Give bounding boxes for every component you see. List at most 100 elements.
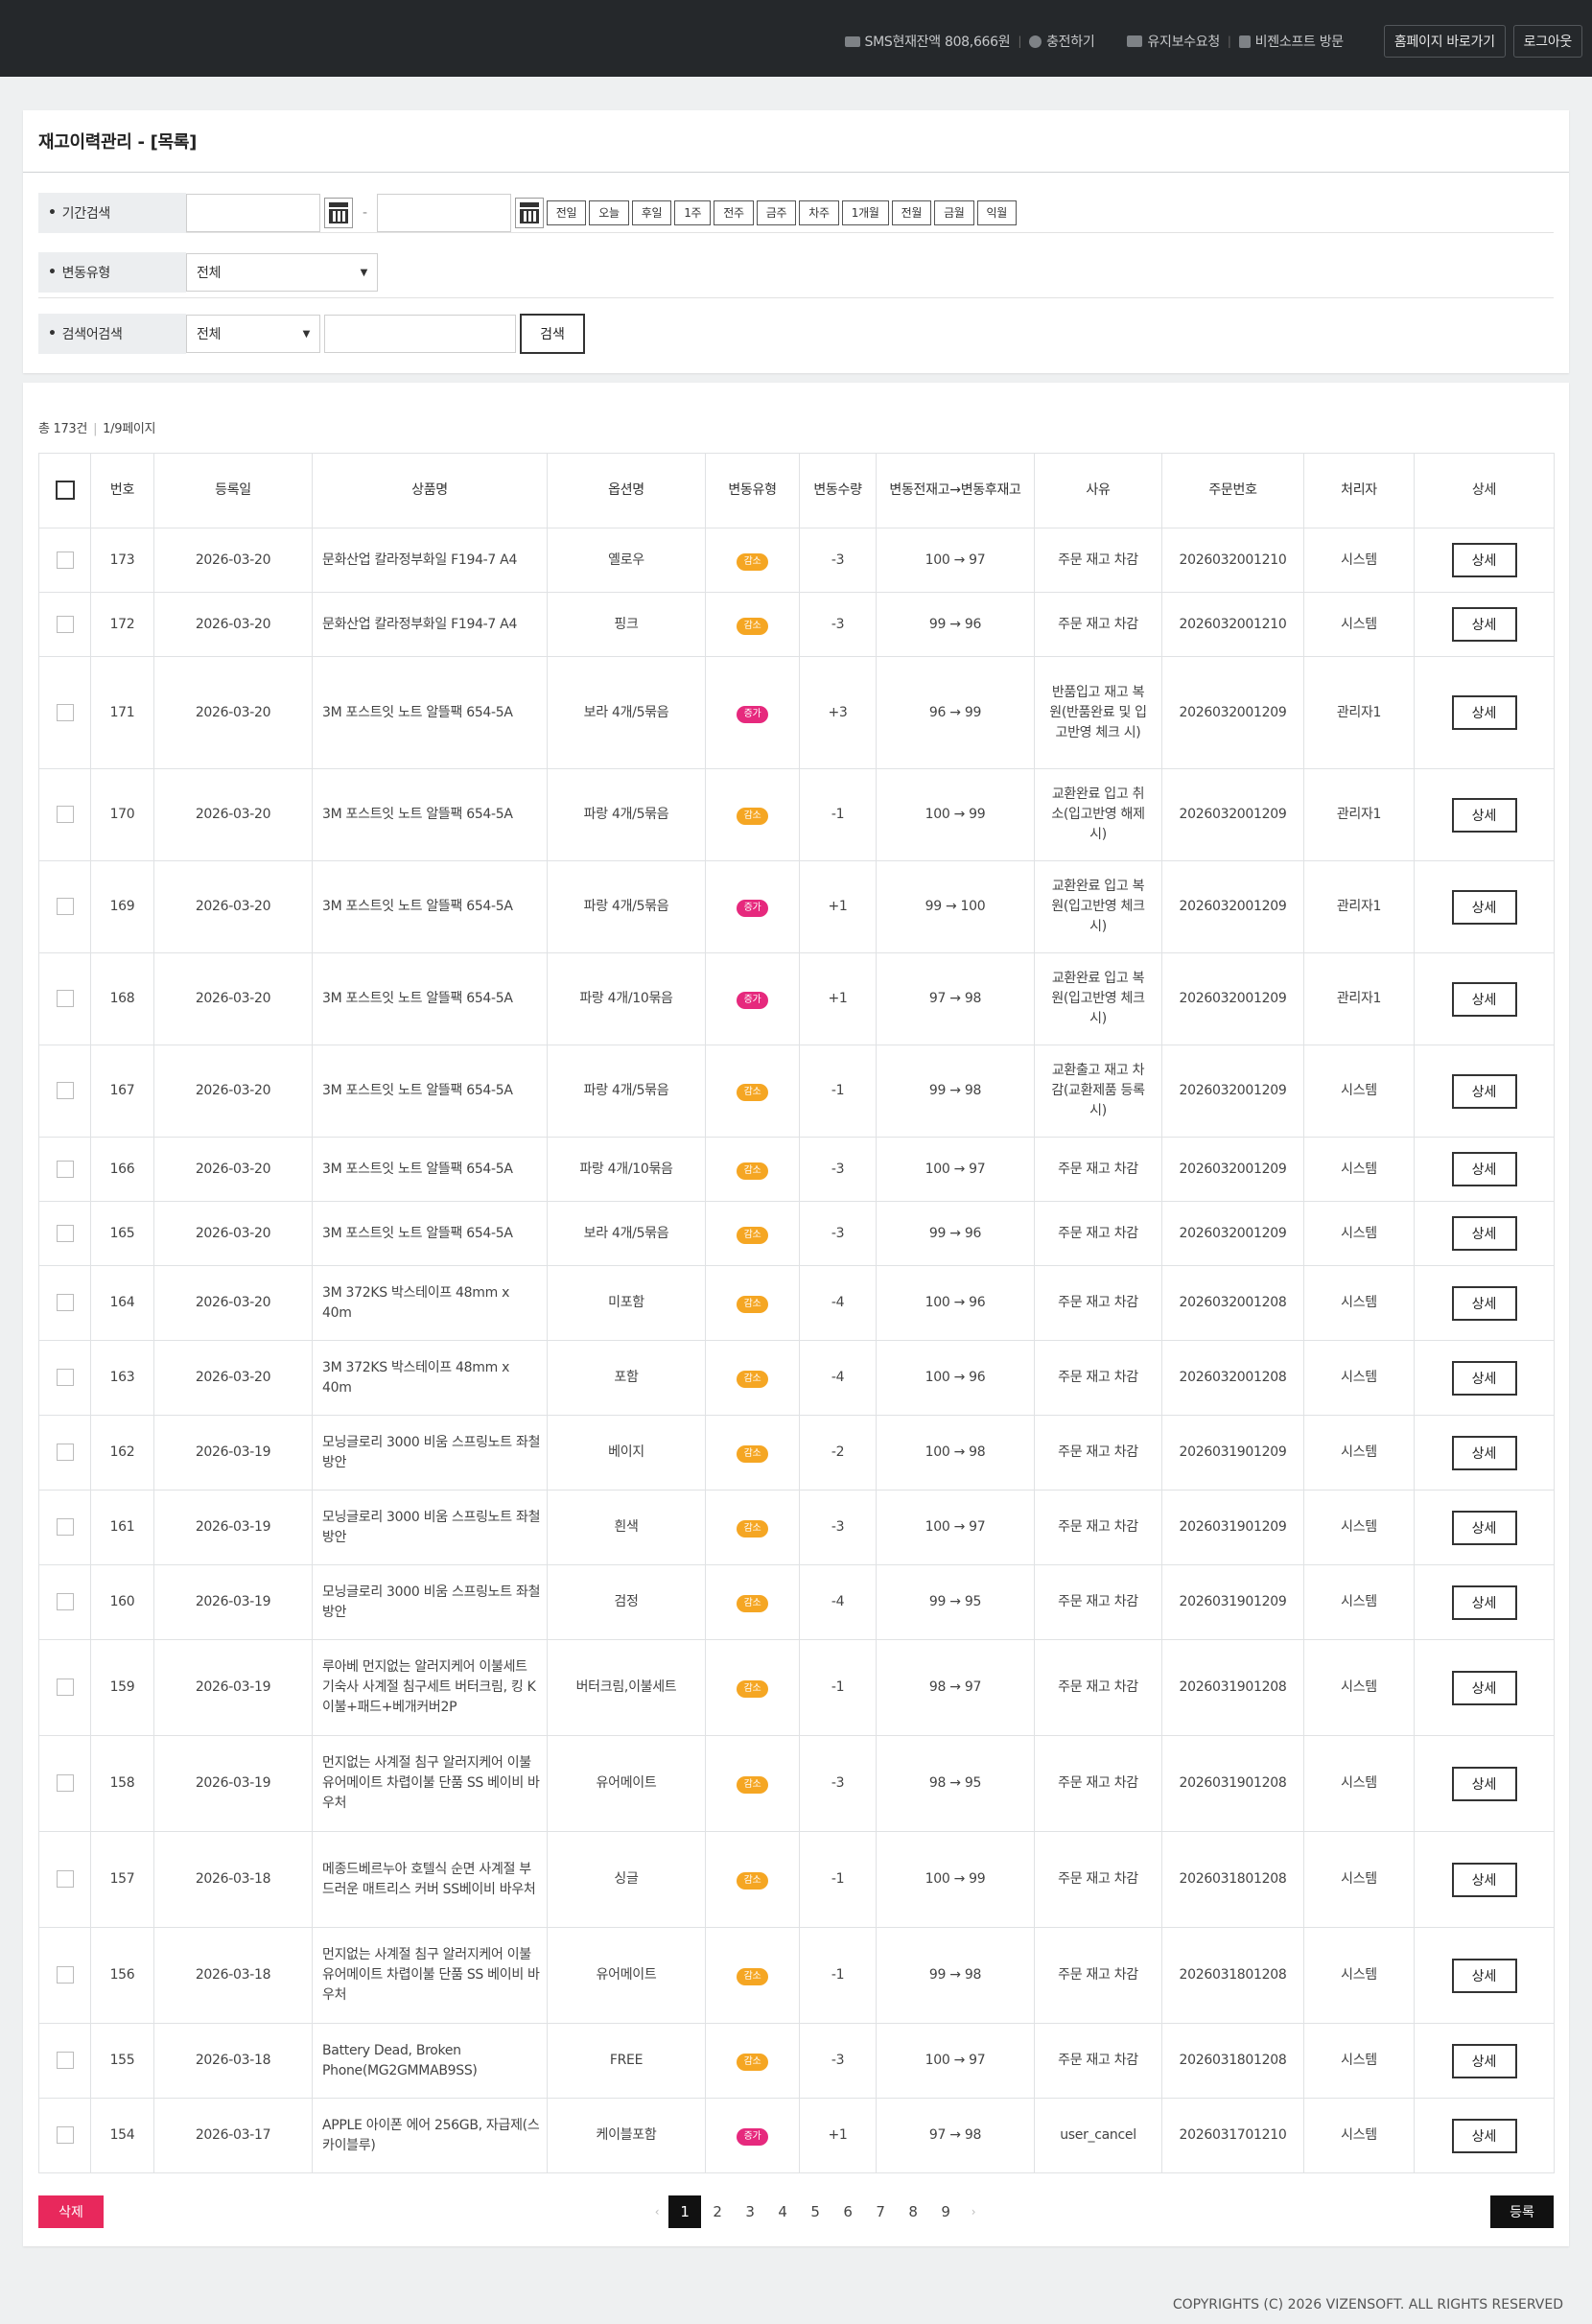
detail-button[interactable]: 상세 xyxy=(1451,1585,1517,1620)
row-checkbox[interactable] xyxy=(56,1224,74,1242)
detail-button[interactable]: 상세 xyxy=(1451,1073,1517,1109)
logout-button[interactable]: 로그아웃 xyxy=(1512,25,1582,58)
row-qty: -3 xyxy=(831,1225,845,1241)
row-date: 2026-03-19 xyxy=(195,1679,271,1695)
row-stock-cell: 100 → 97 xyxy=(876,1137,1035,1202)
row-checkbox[interactable] xyxy=(56,1870,74,1888)
row-checkbox[interactable] xyxy=(56,615,74,633)
quick-date-button[interactable]: 금주 xyxy=(756,200,797,225)
quick-date-button[interactable]: 익월 xyxy=(976,200,1018,225)
quick-date-button[interactable]: 1주 xyxy=(674,200,712,225)
search-button[interactable]: 검색 xyxy=(520,314,585,354)
row-checkbox[interactable] xyxy=(56,1678,74,1696)
delete-button[interactable]: 삭제 xyxy=(38,2195,104,2228)
row-checkbox[interactable] xyxy=(56,1444,74,1461)
prev-page-icon[interactable]: ‹ xyxy=(654,2205,660,2218)
quick-date-button[interactable]: 전일 xyxy=(546,200,587,225)
page-link[interactable]: 9 xyxy=(941,2203,950,2220)
row-checkbox[interactable] xyxy=(56,2126,74,2144)
row-checkbox[interactable] xyxy=(56,1294,74,1311)
row-qty: -1 xyxy=(831,1083,845,1098)
row-product-cell: 3M 포스트잇 노트 알뜰팩 654-5A xyxy=(312,1201,548,1266)
page-link[interactable]: 2 xyxy=(713,2203,722,2220)
row-type-cell: 감소 xyxy=(705,2023,800,2099)
detail-button[interactable]: 상세 xyxy=(1451,797,1517,833)
row-handler-cell: 관리자1 xyxy=(1303,768,1415,861)
detail-button[interactable]: 상세 xyxy=(1451,2118,1517,2153)
change-type-select[interactable]: 전체 ▼ xyxy=(186,253,378,292)
calendar-icon[interactable] xyxy=(514,197,544,228)
page-link[interactable]: 7 xyxy=(876,2203,885,2220)
quick-date-button[interactable]: 후일 xyxy=(631,200,672,225)
detail-button[interactable]: 상세 xyxy=(1451,1510,1517,1545)
maintenance-link-text[interactable]: 유지보수요청 xyxy=(1147,35,1220,50)
detail-button[interactable]: 상세 xyxy=(1451,1958,1517,1993)
row-checkbox[interactable] xyxy=(56,1593,74,1610)
detail-button[interactable]: 상세 xyxy=(1451,1285,1517,1321)
charge-link[interactable]: 충전하기 xyxy=(1029,32,1095,51)
detail-button[interactable]: 상세 xyxy=(1451,1435,1517,1470)
row-stock: 99 → 100 xyxy=(925,899,986,914)
detail-button[interactable]: 상세 xyxy=(1451,1766,1517,1801)
row-qty: -4 xyxy=(831,1295,845,1310)
row-option: 케이블포함 xyxy=(596,2127,657,2143)
detail-button[interactable]: 상세 xyxy=(1451,981,1517,1017)
detail-button[interactable]: 상세 xyxy=(1451,1862,1517,1897)
page-link[interactable]: 5 xyxy=(810,2203,820,2220)
row-handler: 시스템 xyxy=(1341,1679,1377,1695)
detail-button[interactable]: 상세 xyxy=(1451,695,1517,730)
charge-link-text[interactable]: 충전하기 xyxy=(1046,35,1095,50)
detail-button[interactable]: 상세 xyxy=(1451,1360,1517,1396)
row-checkbox[interactable] xyxy=(56,703,74,721)
page-link[interactable]: 1 xyxy=(668,2195,701,2228)
row-qty-cell: -1 xyxy=(799,1639,877,1736)
visit-link-text[interactable]: 비젠소프트 방문 xyxy=(1254,35,1345,50)
row-checkbox[interactable] xyxy=(56,1160,74,1178)
calendar-icon[interactable] xyxy=(324,197,353,228)
quick-date-button[interactable]: 1개월 xyxy=(841,200,889,225)
end-date-input[interactable] xyxy=(376,193,511,232)
row-checkbox[interactable] xyxy=(56,551,74,569)
select-all-checkbox[interactable] xyxy=(55,481,75,501)
row-checkbox[interactable] xyxy=(56,1369,74,1386)
row-checkbox[interactable] xyxy=(56,2052,74,2069)
detail-button[interactable]: 상세 xyxy=(1451,1216,1517,1251)
select-all-header[interactable] xyxy=(38,453,91,528)
row-select-cell xyxy=(38,1201,91,1266)
detail-button[interactable]: 상세 xyxy=(1451,889,1517,925)
page-link[interactable]: 3 xyxy=(745,2203,755,2220)
detail-button[interactable]: 상세 xyxy=(1451,607,1517,642)
row-stock-cell: 96 → 99 xyxy=(876,656,1035,769)
quick-date-button[interactable]: 차주 xyxy=(799,200,839,225)
quick-date-button[interactable]: 전월 xyxy=(891,200,932,225)
register-button[interactable]: 등록 xyxy=(1490,2195,1554,2228)
row-checkbox[interactable] xyxy=(56,1774,74,1792)
quick-date-button[interactable]: 전주 xyxy=(714,200,754,225)
homepage-button[interactable]: 홈페이지 바로가기 xyxy=(1383,25,1506,58)
row-checkbox[interactable] xyxy=(56,1966,74,1984)
visit-link[interactable]: 비젠소프트 방문 xyxy=(1238,32,1345,51)
row-checkbox[interactable] xyxy=(56,806,74,823)
detail-button[interactable]: 상세 xyxy=(1451,1670,1517,1705)
keyword-input[interactable] xyxy=(324,315,516,353)
row-checkbox[interactable] xyxy=(56,990,74,1007)
quick-date-button[interactable]: 금월 xyxy=(934,200,974,225)
page-link[interactable]: 6 xyxy=(843,2203,853,2220)
detail-button[interactable]: 상세 xyxy=(1451,543,1517,577)
maintenance-link[interactable]: 유지보수요청 xyxy=(1127,32,1220,51)
row-order-cell: 2026031801208 xyxy=(1161,2023,1304,2099)
start-date-input[interactable] xyxy=(186,193,320,232)
quick-date-button[interactable]: 오늘 xyxy=(589,200,629,225)
page-link[interactable]: 4 xyxy=(778,2203,787,2220)
detail-button[interactable]: 상세 xyxy=(1451,1152,1517,1186)
row-product-cell: 먼지없는 사계절 침구 알러지케어 이불 유어메이트 차렵이불 단품 SS 베이… xyxy=(312,1735,548,1832)
row-checkbox[interactable] xyxy=(56,1082,74,1099)
row-detail-cell: 상세 xyxy=(1414,1831,1555,1928)
row-checkbox[interactable] xyxy=(56,898,74,915)
row-stock-cell: 99 → 96 xyxy=(876,1201,1035,1266)
next-page-icon[interactable]: › xyxy=(971,2205,976,2218)
keyword-field-select[interactable]: 전체 ▼ xyxy=(186,315,320,353)
page-link[interactable]: 8 xyxy=(908,2203,918,2220)
detail-button[interactable]: 상세 xyxy=(1451,2043,1517,2078)
row-checkbox[interactable] xyxy=(56,1518,74,1536)
